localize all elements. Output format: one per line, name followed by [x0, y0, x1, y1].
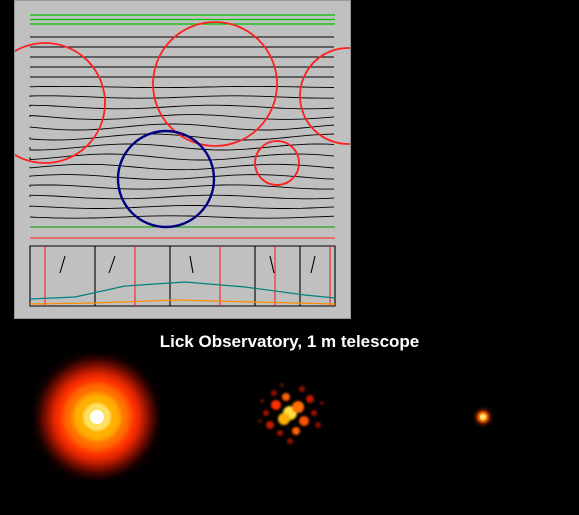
star-images-panel: [0, 352, 579, 482]
star-short-exposure: [226, 353, 354, 481]
wavefront-schematic-panel: [14, 0, 351, 319]
wavefront-schematic-svg: [15, 1, 350, 318]
star-long-exposure: [33, 353, 161, 481]
caption-text: Lick Observatory, 1 m telescope: [0, 332, 579, 352]
star-ao-corrected: [419, 353, 547, 481]
